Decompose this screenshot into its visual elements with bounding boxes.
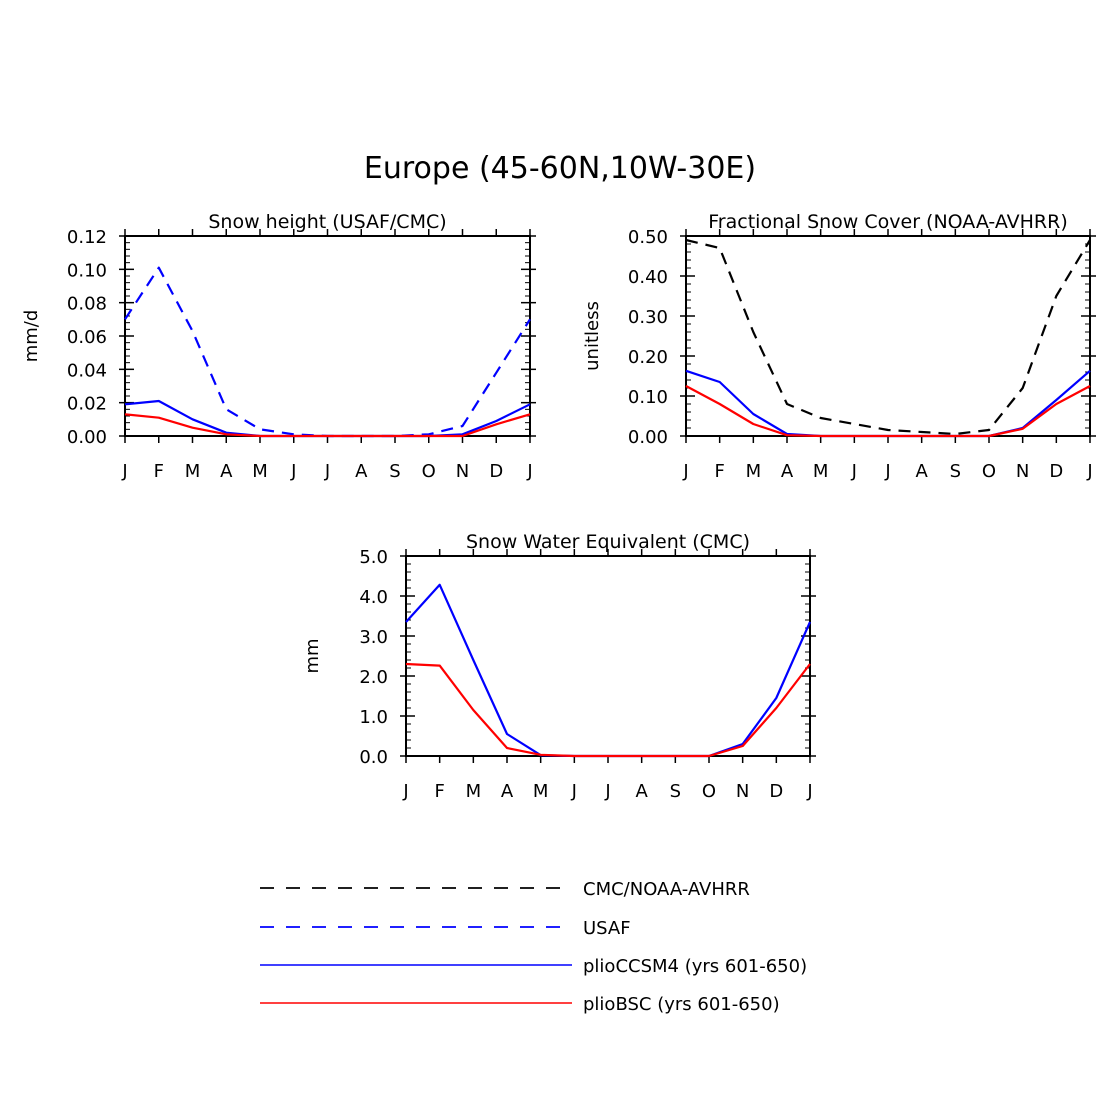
fractional-snow-cover-panel: Fractional Snow Cover (NOAA-AVHRR) unitle… [582,211,1096,482]
legend-label-cmc-noaa-avhrr: CMC/NOAA-AVHRR [583,879,750,900]
x-tick-label: N [456,461,469,482]
x-tick-label: S [389,461,400,482]
panel-title: Snow height (USAF/CMC) [208,211,446,233]
y-axis-label: unitless [582,301,603,371]
x-tick-label: M [746,461,762,482]
y-tick-label: 0.20 [628,347,668,368]
snow-height-panel: Snow height (USAF/CMC) mm/d 0.00 0.02 0.04 0.… [21,211,536,482]
snow-water-equivalent-panel: Snow Water Equivalent (CMC) mm 0.0 1.0 2.0 3.… [302,531,816,802]
x-tick-label: O [982,461,996,482]
legend-label-pliobsc-yrs-601-650: plioBSC (yrs 601-650) [583,994,780,1015]
y-tick-label: 5.0 [359,547,388,568]
legend-label-usaf: USAF [583,918,631,939]
y-tick-label: 4.0 [359,587,388,608]
x-tick-label: J [806,781,812,802]
figure-title: Europe (45-60N,10W-30E) [364,151,756,186]
y-tick-label: 3.0 [359,627,388,648]
x-tick-label: M [813,461,829,482]
y-tick-label: 0.06 [67,327,107,348]
y-tick-label: 0.02 [67,394,107,415]
y-tick-label: 0.40 [628,267,668,288]
x-tick-label: D [489,461,503,482]
x-tick-label: J [682,461,688,482]
y-tick-label: 0.04 [67,360,107,381]
x-tick-label: J [121,461,127,482]
x-tick-label: S [950,461,961,482]
x-tick-label: D [1049,461,1063,482]
x-tick-label: M [533,781,549,802]
x-tick-label: A [636,781,649,802]
x-tick-label: M [185,461,201,482]
x-tick-label: A [916,461,929,482]
panel-title: Fractional Snow Cover (NOAA-AVHRR) [708,211,1067,233]
y-tick-label: 2.0 [359,667,388,688]
y-tick-label: 0.12 [67,227,107,248]
x-tick-label: O [702,781,716,802]
panel-title: Snow Water Equivalent (CMC) [466,531,750,553]
plot-frame [124,235,531,437]
x-tick-label: F [714,461,724,482]
x-tick-label: J [402,781,408,802]
plot-frame [405,555,811,757]
y-tick-label: 0.00 [67,427,107,448]
y-tick-label: 0.10 [67,260,107,281]
y-tick-label: 0.08 [67,294,107,315]
series-line-usaf [124,266,531,438]
x-tick-label: N [736,781,749,802]
y-tick-label: 1.0 [359,707,388,728]
y-tick-label: 0.30 [628,307,668,328]
x-tick-label: J [290,461,296,482]
y-axis-label: mm [302,638,323,673]
x-tick-label: J [851,461,857,482]
series-line-pliobsc-yrs-601-650 [685,385,1091,438]
y-axis-label: mm/d [21,310,42,363]
x-tick-label: F [154,461,164,482]
y-tick-label: 0.0 [359,747,388,768]
x-tick-label: D [769,781,783,802]
x-tick-label: A [781,461,794,482]
y-tick-label: 0.50 [628,227,668,248]
x-tick-label: O [422,461,436,482]
x-tick-label: J [604,781,610,802]
legend-label-plioccsm4-yrs-601-650: plioCCSM4 (yrs 601-650) [583,956,807,977]
x-tick-label: J [1086,461,1092,482]
series-line-plioccsm4-yrs-601-650 [685,369,1091,438]
series-line-cmc-noaa-avhrr [685,238,1091,436]
x-tick-label: J [884,461,890,482]
y-tick-label: 0.00 [628,427,668,448]
x-tick-label: J [324,461,330,482]
series-line-pliobsc-yrs-601-650 [405,662,811,758]
x-tick-label: A [355,461,368,482]
x-tick-label: M [252,461,268,482]
series-line-plioccsm4-yrs-601-650 [124,399,531,438]
x-tick-label: A [220,461,233,482]
plot-frame [685,235,1091,437]
x-tick-label: N [1016,461,1029,482]
y-tick-label: 0.10 [628,387,668,408]
x-tick-label: M [466,781,482,802]
series-line-plioccsm4-yrs-601-650 [405,583,812,758]
legend: CMC/NOAA-AVHRR USAF plioCCSM4 (yrs 601-650… [260,879,807,1015]
x-tick-label: J [571,781,577,802]
series-line-pliobsc-yrs-601-650 [124,413,531,438]
x-tick-label: A [501,781,514,802]
x-tick-label: J [526,461,532,482]
x-tick-label: F [434,781,444,802]
x-tick-label: S [670,781,681,802]
